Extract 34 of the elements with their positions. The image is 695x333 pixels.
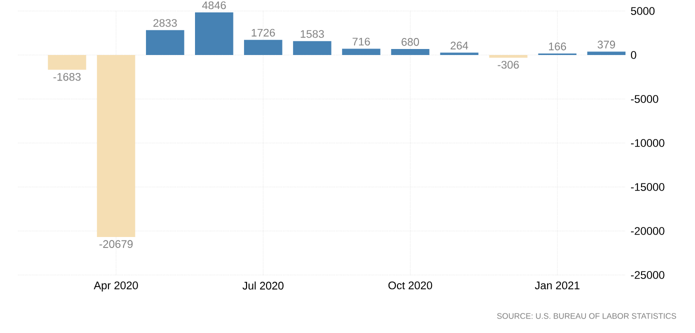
source-note: SOURCE: U.S. BUREAU OF LABOR STATISTICS — [497, 313, 676, 319]
bar — [293, 41, 332, 55]
bar — [391, 49, 430, 55]
x-tick-label: Jul 2020 — [242, 282, 284, 290]
data-label: 4846 — [202, 1, 226, 10]
data-label: 1583 — [300, 30, 324, 38]
bar — [195, 12, 234, 55]
bar — [244, 40, 282, 55]
bar — [146, 30, 184, 55]
bar — [48, 55, 86, 70]
bar — [96, 55, 136, 237]
x-tick-label: Oct 2020 — [388, 282, 432, 290]
data-label: 379 — [598, 40, 616, 48]
data-label: -306 — [498, 60, 519, 69]
data-label: 716 — [352, 38, 370, 46]
x-tick-label: Apr 2020 — [94, 282, 138, 292]
bar — [342, 48, 380, 55]
y-tick-label: -5000 — [631, 95, 658, 103]
data-label: 680 — [402, 38, 419, 46]
x-tick-label: Jan 2021 — [534, 282, 580, 290]
data-label: 166 — [549, 42, 566, 50]
y-tick-label: -20000 — [631, 227, 664, 235]
y-tick-label: -10000 — [631, 139, 664, 147]
y-tick-label: -25000 — [631, 271, 664, 279]
data-label: -20679 — [99, 240, 133, 248]
y-tick-label: 0 — [630, 51, 636, 59]
data-label: 2833 — [153, 19, 177, 27]
data-label: 1726 — [252, 28, 275, 37]
bar — [587, 52, 626, 55]
y-tick-label: 5000 — [630, 7, 655, 15]
data-label: 264 — [450, 42, 468, 50]
data-label: -1683 — [53, 73, 81, 81]
y-tick-label: -15000 — [631, 183, 664, 191]
bar — [489, 55, 528, 58]
